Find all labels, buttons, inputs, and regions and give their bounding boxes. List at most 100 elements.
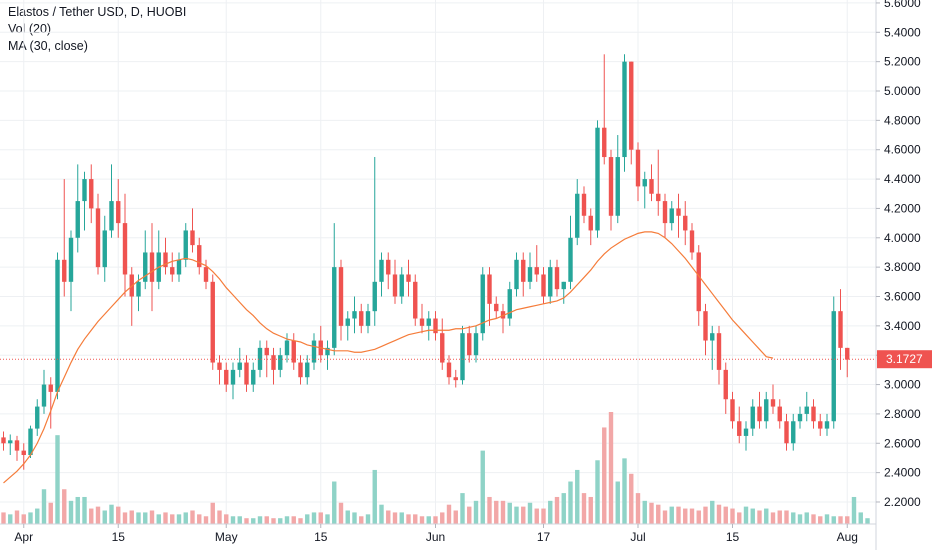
candle	[392, 259, 398, 304]
candle-body	[372, 281, 377, 312]
volume-bar	[656, 504, 661, 524]
volume-bar	[21, 514, 26, 524]
candle-body	[473, 333, 479, 356]
candle-body	[8, 440, 13, 444]
candle-body	[298, 362, 303, 378]
price-tick-label: 5.4000	[884, 25, 921, 39]
candle-body	[21, 450, 26, 456]
candle-body	[338, 267, 344, 326]
candle-body	[332, 267, 337, 348]
candle-body	[460, 333, 465, 381]
volume-bar	[426, 516, 431, 524]
volume-bar	[791, 512, 796, 524]
volume-bar	[473, 500, 479, 524]
candle-body	[379, 259, 384, 282]
candle-body	[1, 437, 6, 444]
candle	[75, 164, 80, 253]
time-tick-label: 15	[112, 530, 126, 544]
volume-bar	[581, 493, 587, 524]
candle	[480, 267, 485, 341]
candle-body	[635, 149, 641, 187]
candle-body	[95, 208, 101, 268]
candle	[683, 201, 688, 246]
volume-bar	[851, 496, 857, 524]
candle-body	[811, 406, 816, 422]
time-axis[interactable]: Apr 15 May 15 Jun 17 Jul 15 Aug	[14, 524, 858, 544]
volume-bar	[635, 493, 641, 524]
volume-bar	[494, 500, 499, 524]
price-tick-label: 3.8000	[884, 260, 921, 274]
candle	[656, 149, 661, 216]
volume-bar	[662, 510, 668, 524]
volume-bar	[689, 508, 695, 524]
candle	[311, 333, 317, 370]
candle	[433, 311, 438, 341]
price-tick-label: 2.4000	[884, 466, 921, 480]
candle	[176, 252, 182, 282]
candle-body	[568, 237, 573, 282]
volume-bar	[251, 518, 256, 524]
candle-body	[743, 428, 749, 436]
candle	[588, 208, 593, 246]
volume-bar	[548, 500, 553, 524]
volume-bar	[136, 512, 141, 524]
candle-body	[244, 362, 249, 385]
price-tick-label: 2.8000	[884, 407, 921, 421]
volume-bar	[318, 512, 323, 524]
volume-bar	[95, 506, 101, 524]
volume-bar	[210, 502, 215, 524]
candle-body	[548, 267, 553, 297]
candle-body	[581, 193, 587, 216]
volume-bar	[55, 435, 60, 524]
candle-body	[710, 333, 715, 341]
candle-body	[440, 333, 445, 363]
candle-body	[48, 384, 53, 392]
candle	[750, 399, 755, 436]
time-tick-label: 15	[726, 530, 740, 544]
candle-body	[669, 208, 674, 224]
volume-bar	[332, 481, 337, 524]
candle-body	[716, 333, 722, 370]
candle-body	[399, 274, 404, 297]
candle-body	[757, 406, 762, 422]
volume-bar	[575, 469, 580, 524]
volume-bar	[480, 450, 485, 524]
candle-body	[683, 215, 688, 231]
candle	[48, 377, 53, 429]
candle-body	[102, 230, 107, 268]
legend-title: Elastos / Tether USD, D, HUOBI	[8, 5, 187, 19]
candle	[305, 355, 310, 385]
price-axis[interactable]: 5.6000 5.4000 5.2000 5.0000 4.8000 4.6000 4.40…	[876, 0, 921, 509]
candle-body	[122, 223, 128, 275]
volume-bar	[291, 516, 296, 524]
candle	[419, 303, 425, 334]
volume-bar	[710, 500, 715, 524]
candle-body	[278, 355, 283, 370]
candle-body	[629, 61, 634, 150]
volume-bar	[804, 512, 809, 524]
volume-bar	[35, 508, 40, 524]
candle-body	[68, 237, 74, 282]
candle-body	[554, 267, 560, 290]
candle	[710, 325, 715, 370]
candle	[845, 347, 850, 378]
candle	[723, 362, 728, 414]
volume-bar	[784, 510, 789, 524]
candle-body	[723, 369, 728, 400]
time-tick-label: Apr	[14, 530, 33, 544]
candle-body	[453, 377, 458, 381]
candle	[352, 296, 357, 334]
volume-bar	[325, 514, 330, 524]
candle-body	[487, 274, 492, 304]
candle	[210, 274, 215, 370]
candle-body	[595, 127, 600, 231]
volume-bar	[554, 496, 560, 524]
grid	[0, 0, 876, 524]
candle	[35, 399, 40, 436]
candle-body	[62, 259, 67, 282]
candle-body	[251, 369, 256, 385]
candle	[534, 245, 539, 282]
candle	[230, 362, 236, 400]
candle	[737, 406, 742, 444]
